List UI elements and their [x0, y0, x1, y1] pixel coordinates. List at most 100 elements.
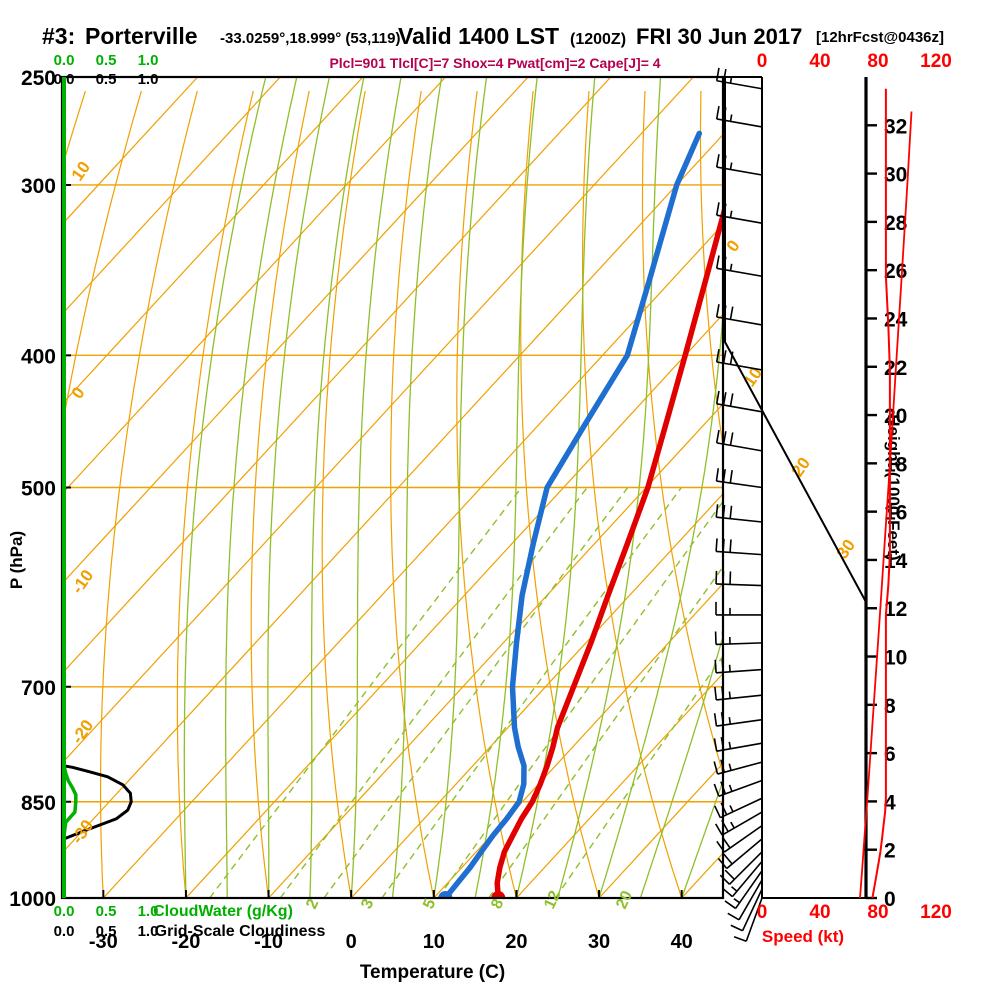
wind-barb [714, 797, 763, 819]
mixing-ratio-label: 12 [541, 888, 564, 911]
wind-barb [715, 601, 762, 616]
temperature-tick-label: 40 [671, 931, 693, 953]
wind-barb [715, 202, 763, 224]
surface-temperature [491, 891, 506, 898]
dry-adiabat-label: 10 [68, 158, 94, 184]
height-tick-label: 2 [884, 840, 896, 863]
cloudiness-tick-label: 1.0 [138, 923, 159, 940]
wind-barb [730, 888, 763, 932]
cloudiness-tick-label: 0.0 [54, 923, 75, 940]
wind-barb [715, 429, 763, 452]
pressure-tick-label: 1000 [9, 888, 56, 911]
wind-barb [721, 860, 763, 898]
pressure-axis-label: P (hPa) [7, 531, 26, 589]
speed-tick-bottom: 120 [920, 902, 952, 923]
wind-barb [713, 759, 763, 775]
height-tick-label: 6 [884, 743, 896, 766]
wind-barb [714, 811, 763, 836]
speed-tick-top: 0 [757, 51, 768, 72]
surface-dewpoint [438, 891, 453, 898]
speed-tick-top: 120 [920, 51, 952, 72]
wind-barb [715, 304, 763, 326]
temperature-tick-label: -10 [254, 931, 283, 953]
height-tick-label: 24 [884, 308, 908, 331]
wind-barb [715, 390, 763, 413]
speed-tick-top: 80 [867, 51, 888, 72]
wind-barb [724, 870, 763, 910]
temperature-tick-label: 0 [346, 931, 357, 953]
speed-tick-bottom: 40 [809, 902, 830, 923]
station-name: Porterville [85, 23, 198, 49]
wind-barb [716, 824, 763, 853]
temperature-axis-label: Temperature (C) [360, 962, 505, 983]
forecast-tag: [12hrFcst@0436z] [816, 29, 944, 46]
wind-barb [715, 504, 763, 523]
dry-adiabat-label-right: 20 [788, 454, 814, 480]
temperature-profile [494, 204, 723, 898]
temperature-tick-label: 10 [423, 931, 445, 953]
pressure-tick-label: 700 [21, 677, 56, 700]
pressure-tick-label: 400 [21, 345, 56, 368]
valid-time-z: (1200Z) [570, 31, 626, 48]
height-tick-label: 4 [884, 791, 896, 814]
wind-barb [714, 631, 763, 646]
height-tick-label: 30 [884, 164, 907, 187]
speed-profile [871, 88, 891, 899]
speed-tick-bottom: 80 [867, 902, 888, 923]
stability-indices: Plcl=901 Tlcl[C]=7 Shox=4 Pwat[cm]=2 Cap… [329, 55, 660, 71]
pressure-tick-label: 250 [21, 67, 56, 90]
valid-time: Valid 1400 LST [398, 23, 559, 49]
wind-barb [713, 779, 763, 797]
height-tick-label: 10 [884, 647, 907, 670]
cloudiness-top-tick: 1.0 [138, 71, 159, 88]
cloudwater-axis-label: CloudWater (g/Kg) [153, 903, 293, 920]
wind-barb [733, 897, 763, 942]
cloudwater-top-tick: 0.0 [54, 52, 75, 69]
height-tick-label: 0 [884, 888, 896, 911]
cloudiness-tick-label: 0.5 [96, 923, 117, 940]
cloudiness-top-tick: 0.5 [96, 71, 117, 88]
wind-barb [715, 154, 763, 176]
wind-barb [714, 686, 763, 701]
dry-adiabat-label: -20 [68, 716, 98, 747]
cloudwater-tick-label: 1.0 [138, 903, 159, 920]
wind-barb [715, 570, 763, 587]
valid-date: FRI 30 Jun 2017 [636, 24, 802, 49]
temperature-tick-label: -20 [171, 931, 200, 953]
wind-barb [727, 879, 763, 921]
cloudiness-axis-label: Grid-Scale Cloudiness [155, 923, 326, 940]
dry-adiabat-label: -10 [68, 566, 98, 597]
temperature-tick-label: 30 [588, 931, 610, 953]
cloudwater-tick-label: 0.5 [96, 903, 117, 920]
temperature-tick-label: 20 [505, 931, 527, 953]
wind-barb [719, 851, 763, 885]
station-id: #3: [42, 23, 75, 49]
wind-barb [714, 659, 763, 674]
cloudwater-top-tick: 1.0 [138, 52, 159, 69]
pressure-tick-label: 850 [21, 792, 56, 815]
wind-column-outline [724, 76, 867, 899]
height-trace [859, 111, 913, 899]
wind-barb [713, 737, 763, 752]
wind-barb [713, 712, 763, 727]
speed-tick-top: 40 [809, 51, 830, 72]
height-axis-label: Height (1000 Feet) [884, 414, 903, 560]
height-tick-label: 28 [884, 212, 908, 235]
height-tick-label: 8 [884, 695, 896, 718]
cloudwater-tick-label: 0.0 [54, 903, 75, 920]
wind-barb [715, 106, 763, 128]
wind-barb [715, 255, 763, 278]
wind-barb [715, 67, 763, 90]
wind-barb [717, 838, 763, 870]
pressure-tick-label: 300 [21, 175, 56, 198]
temperature-tick-label: -30 [89, 931, 118, 953]
dewpoint-profile [442, 130, 703, 898]
station-coords: -33.0259°,18.999° (53,119) [220, 30, 400, 47]
wind-barb [715, 538, 763, 556]
pressure-tick-label: 500 [21, 478, 56, 501]
height-tick-label: 26 [884, 260, 907, 283]
height-tick-label: 12 [884, 598, 907, 621]
speed-axis-label: Speed (kt) [762, 927, 844, 946]
